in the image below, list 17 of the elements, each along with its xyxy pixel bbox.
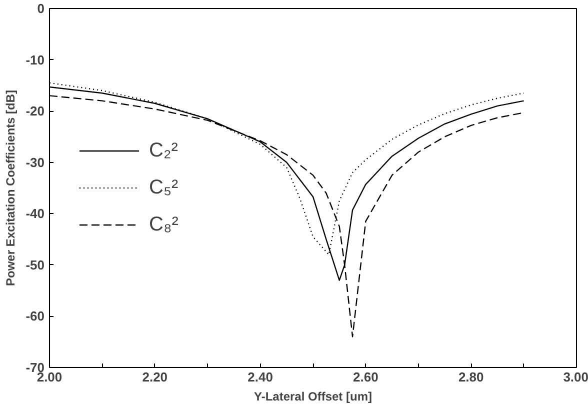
y-tick-label: -20 — [26, 104, 45, 119]
y-tick-label: 0 — [37, 1, 45, 16]
y-tick-label: -30 — [26, 154, 45, 170]
x-tick-label: 2.20 — [142, 370, 168, 384]
legend-label: C₅² — [149, 176, 178, 199]
y-tick-label: -60 — [26, 308, 45, 324]
y-tick-label: -40 — [26, 206, 45, 222]
y-tick-label: -10 — [26, 52, 45, 68]
legend-label: C₈² — [149, 213, 178, 236]
x-tick-label: 2.60 — [353, 370, 378, 384]
y-axis-title: Power Excitation Coefficients [dB] — [4, 90, 18, 286]
legend-label: C₂² — [149, 139, 178, 162]
y-tick-label: -50 — [26, 257, 45, 272]
x-tick-label: 2.80 — [458, 370, 484, 384]
x-tick-label: 2.40 — [248, 370, 273, 384]
x-axis-title: Y-Lateral Offset [um] — [254, 390, 372, 404]
x-tick-label: 3.00 — [563, 370, 588, 384]
